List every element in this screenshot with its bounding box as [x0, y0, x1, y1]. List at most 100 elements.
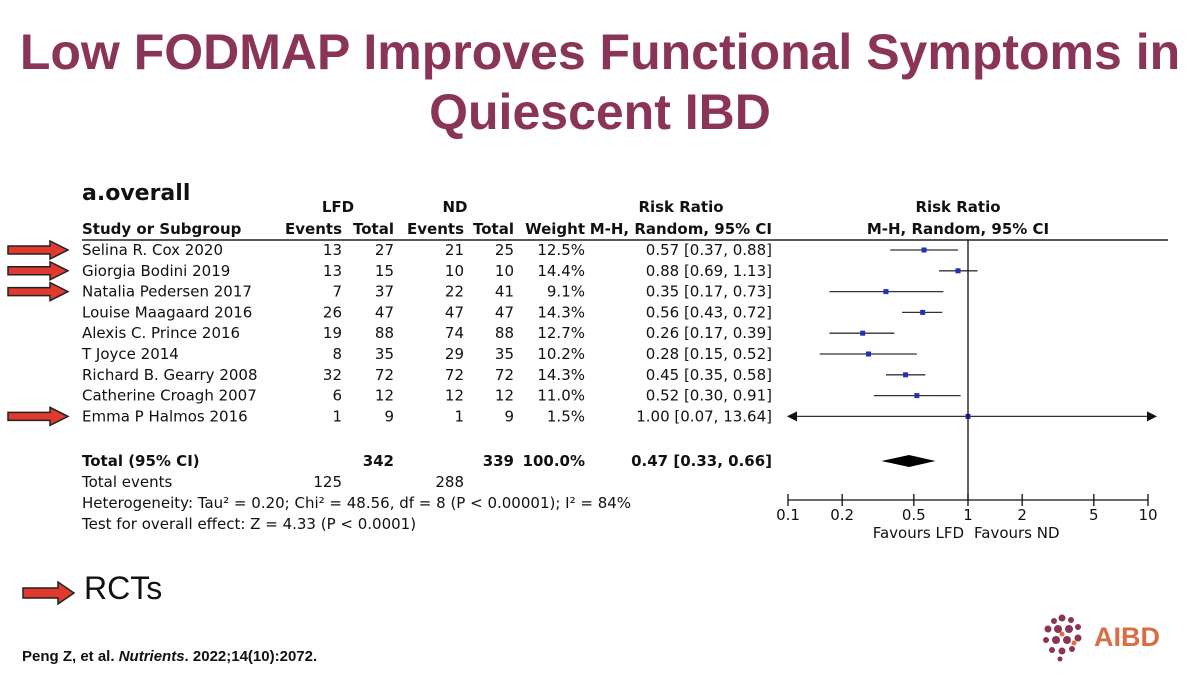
rct-arrow-icon [7, 239, 70, 261]
overall-effect-text: Test for overall effect: Z = 4.33 (P < 0… [81, 515, 416, 533]
header-plot-method: M-H, Random, 95% CI [867, 220, 1049, 238]
risk-ratio-ci-cell: 0.88 [0.69, 1.13] [646, 262, 772, 280]
header-weight: Weight [525, 220, 585, 238]
point-estimate [921, 247, 927, 253]
x-tick-label: 2 [1017, 506, 1027, 524]
study-name: T Joyce 2014 [81, 345, 179, 363]
risk-ratio-ci-cell: 0.56 [0.43, 0.72] [646, 303, 772, 321]
lfd-events-cell: 26 [323, 303, 342, 321]
citation-details: . 2022;14(10):2072. [184, 648, 318, 665]
risk-ratio-ci-cell: 0.35 [0.17, 0.73] [646, 283, 772, 301]
aibd-logo-icon [1043, 614, 1082, 662]
slide-title-line-2: Quiescent IBD [429, 84, 771, 140]
nd-events-cell: 72 [445, 366, 464, 384]
nd-total-cell: 35 [495, 345, 514, 363]
point-estimate [883, 289, 889, 295]
pooled-diamond [881, 455, 936, 467]
lfd-events-cell: 6 [332, 387, 342, 405]
nd-total-cell: 25 [495, 241, 514, 259]
weight-cell: 12.7% [537, 324, 585, 342]
total-ci: 0.47 [0.33, 0.66] [631, 452, 772, 470]
heterogeneity-text: Heterogeneity: Tau² = 0.20; Chi² = 48.56… [82, 494, 631, 512]
lfd-events-cell: 13 [323, 241, 342, 259]
nd-total-cell: 47 [495, 303, 514, 321]
nd-events-cell: 10 [445, 262, 464, 280]
point-estimate [865, 351, 871, 357]
lfd-total-cell: 9 [384, 407, 394, 425]
risk-ratio-ci-cell: 0.57 [0.37, 0.88] [646, 241, 772, 259]
lfd-events-cell: 19 [323, 324, 342, 342]
total-lfd: 342 [363, 452, 394, 470]
weight-cell: 9.1% [547, 283, 585, 301]
header-nd-total: Total [473, 220, 514, 238]
header-group2: ND [442, 198, 467, 216]
slide-title: Low FODMAP Improves Functional Symptoms … [0, 22, 1200, 142]
weight-cell: 14.3% [537, 366, 585, 384]
nd-events-cell: 74 [445, 324, 464, 342]
total-events-nd: 288 [435, 473, 464, 491]
nd-total-cell: 41 [495, 283, 514, 301]
nd-total-cell: 88 [495, 324, 514, 342]
study-name: Emma P Halmos 2016 [82, 407, 248, 425]
total-weight: 100.0% [523, 452, 585, 470]
lfd-total-cell: 72 [375, 366, 394, 384]
lfd-events-cell: 1 [332, 407, 342, 425]
total-label: Total (95% CI) [82, 452, 200, 470]
risk-ratio-ci-cell: 0.28 [0.15, 0.52] [646, 345, 772, 363]
x-tick-label: 0.2 [830, 506, 854, 524]
weight-cell: 11.0% [537, 387, 585, 405]
nd-events-cell: 12 [445, 387, 464, 405]
study-name: Alexis C. Prince 2016 [82, 324, 240, 342]
lfd-events-cell: 13 [323, 262, 342, 280]
risk-ratio-ci-cell: 0.52 [0.30, 0.91] [646, 387, 772, 405]
x-tick-label: 0.5 [902, 506, 926, 524]
slide-title-line-1: Low FODMAP Improves Functional Symptoms … [19, 24, 1181, 80]
favours-right-label: Favours ND [974, 524, 1060, 542]
x-tick-label: 10 [1138, 506, 1157, 524]
lfd-events-cell: 7 [332, 283, 342, 301]
nd-total-cell: 72 [495, 366, 514, 384]
study-name: Giorgia Bodini 2019 [82, 262, 230, 280]
point-estimate [920, 309, 926, 315]
total-events-label: Total events [81, 473, 173, 491]
lfd-total-cell: 47 [375, 303, 394, 321]
lfd-total-cell: 35 [375, 345, 394, 363]
study-name: Richard B. Gearry 2008 [82, 366, 258, 384]
total-nd: 339 [483, 452, 514, 470]
nd-events-cell: 21 [445, 241, 464, 259]
study-name: Louise Maagaard 2016 [82, 303, 252, 321]
nd-total-cell: 12 [495, 387, 514, 405]
lfd-events-cell: 32 [323, 366, 342, 384]
header-lfd-events: Events [285, 220, 342, 238]
lfd-total-cell: 15 [375, 262, 394, 280]
header-plot-title: Risk Ratio [915, 198, 1000, 216]
weight-cell: 10.2% [537, 345, 585, 363]
study-name: Selina R. Cox 2020 [82, 241, 223, 259]
x-tick-label: 5 [1089, 506, 1099, 524]
rct-legend-arrow-icon [22, 580, 76, 606]
forest-plot: a.overall LFD ND Risk Ratio Risk Ratio S… [7, 181, 1168, 542]
lfd-total-cell: 12 [375, 387, 394, 405]
nd-events-cell: 47 [445, 303, 464, 321]
rct-arrow-icon [7, 260, 70, 282]
study-rows: Selina R. Cox 2020 1 3 2 7 21 25 12.5% 0.57 [0.3… [7, 239, 772, 427]
total-events-lfd: 125 [313, 473, 342, 491]
point-estimate [955, 268, 961, 274]
weight-cell: 12.5% [537, 241, 585, 259]
citation-authors: Peng Z, et al. [22, 648, 115, 665]
risk-ratio-ci-cell: 0.26 [0.17, 0.39] [646, 324, 772, 342]
weight-cell: 14.3% [537, 303, 585, 321]
nd-total-cell: 10 [495, 262, 514, 280]
nd-events-cell: 29 [445, 345, 464, 363]
risk-ratio-ci-cell: 1.00 [0.07, 13.64] [636, 407, 772, 425]
ci-right-arrow-icon [1147, 411, 1157, 422]
risk-ratio-ci-cell: 0.45 [0.35, 0.58] [646, 366, 772, 384]
lfd-events-cell: 8 [332, 345, 342, 363]
point-estimate [914, 393, 920, 399]
weight-cell: 1.5% [547, 407, 585, 425]
rct-arrow-icon [7, 406, 70, 427]
lfd-total-cell: 37 [375, 283, 394, 301]
header-risk-ratio: Risk Ratio [638, 198, 723, 216]
plot-area: 0.1 0.2 0.5 1 2 5 10 [776, 240, 1158, 524]
header-group1: LFD [322, 198, 354, 216]
